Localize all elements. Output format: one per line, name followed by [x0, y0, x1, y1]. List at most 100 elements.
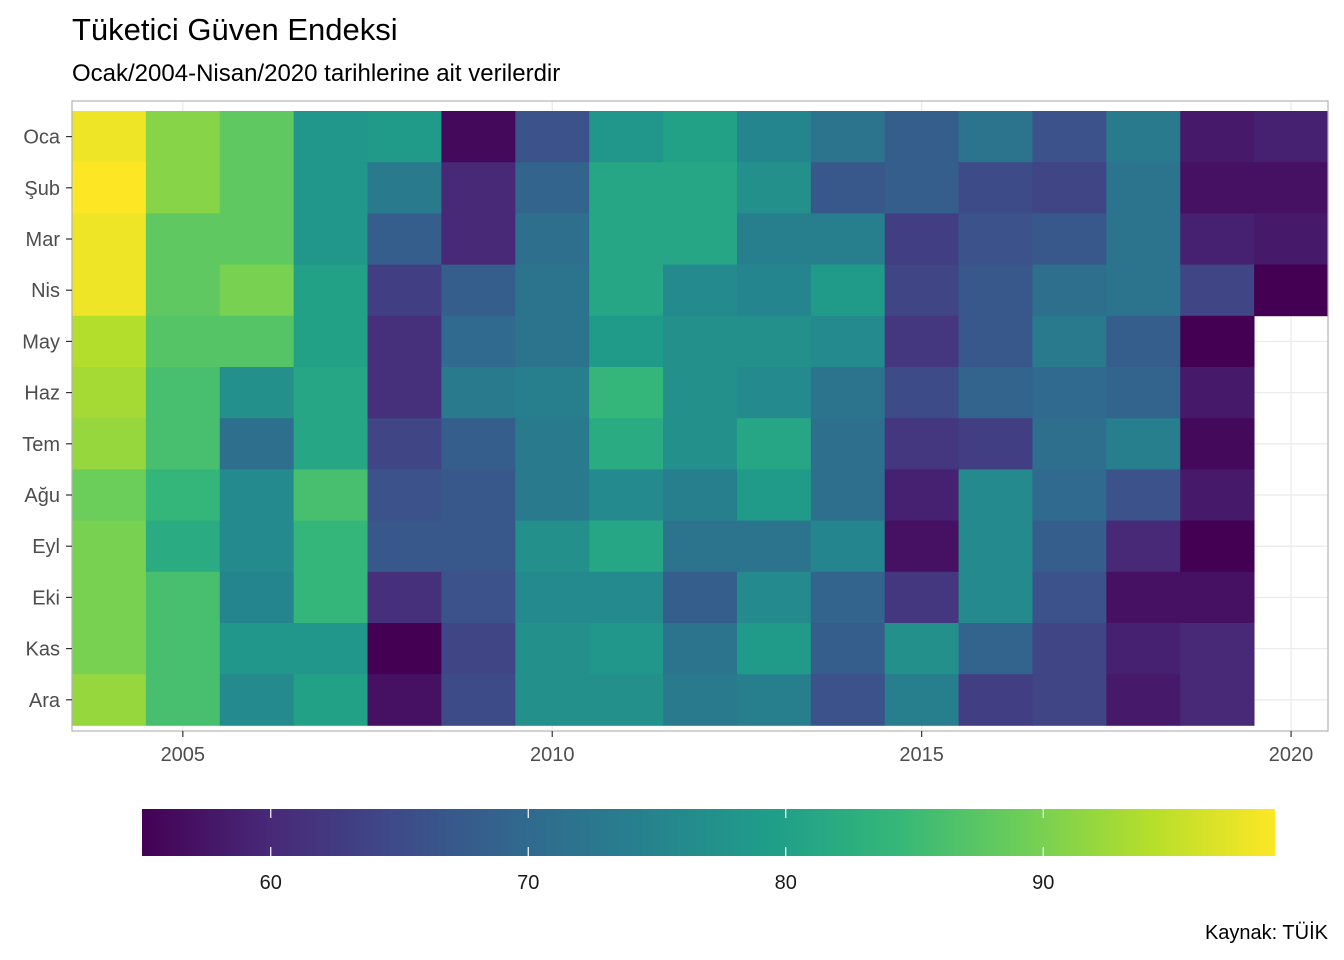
heatmap-cell	[441, 315, 516, 368]
heatmap-cell	[589, 213, 664, 265]
heatmap-cell	[1032, 162, 1107, 214]
heatmap-cell	[71, 162, 147, 214]
heatmap-cell	[219, 469, 295, 521]
heatmap-cell	[367, 111, 442, 163]
heatmap-cell	[736, 571, 812, 624]
colorbar-tick-label: 80	[775, 872, 797, 894]
heatmap-cell	[1106, 418, 1181, 470]
heatmap-cell	[884, 520, 959, 573]
heatmap-cell	[589, 674, 664, 726]
heatmap-cell	[958, 367, 1033, 419]
heatmap-cell	[293, 162, 368, 214]
heatmap-cell	[219, 213, 295, 265]
heatmap-cell	[1032, 418, 1107, 470]
heatmap-cell	[958, 418, 1033, 470]
heatmap-cell	[1180, 469, 1255, 521]
heatmap-cell	[1180, 571, 1255, 624]
heatmap-cell	[293, 571, 368, 624]
heatmap-cell	[589, 418, 664, 470]
heatmap-cell	[71, 674, 147, 726]
heatmap-cell	[219, 571, 295, 624]
heatmap-cell	[810, 623, 886, 675]
y-tick-label: Ağu	[24, 485, 60, 507]
heatmap-cell	[1180, 674, 1255, 726]
heatmap-cell	[810, 520, 886, 573]
heatmap-cell	[1106, 213, 1181, 265]
heatmap-cell	[441, 469, 516, 521]
heatmap-cell	[810, 418, 886, 470]
heatmap-cell	[736, 520, 812, 573]
heatmap-cell	[589, 264, 664, 317]
heatmap-cell	[145, 418, 221, 470]
heatmap-cell	[958, 520, 1033, 573]
heatmap-cell	[293, 367, 368, 419]
heatmap-cell	[367, 264, 442, 317]
axes: Oca Şub Mar Nis May Haz Tem Ağu Eyl Eki Kas Ara 2005…	[22, 127, 1313, 766]
heatmap-cell	[367, 162, 442, 214]
heatmap-cell	[293, 111, 368, 163]
heatmap-cell	[145, 213, 221, 265]
heatmap-cell	[293, 674, 368, 726]
heatmap-cell	[145, 520, 221, 573]
heatmap-cell	[1254, 111, 1329, 163]
heatmap-cell	[293, 315, 368, 368]
heatmap-cell	[1032, 111, 1107, 163]
heatmap-cell	[589, 162, 664, 214]
heatmap-cell	[884, 469, 959, 521]
heatmap-cell	[71, 623, 147, 675]
colorbar-tick-label: 60	[260, 872, 282, 894]
heatmap-cell	[1106, 162, 1181, 214]
heatmap-cell	[441, 162, 516, 214]
heatmap-cell	[1032, 520, 1107, 573]
heatmap-cell	[1106, 367, 1181, 419]
y-tick-label: Şub	[24, 178, 60, 200]
heatmap-cell	[958, 469, 1033, 521]
heatmap-cell	[663, 367, 738, 419]
heatmap-cell	[71, 469, 147, 521]
heatmap-cell	[441, 367, 516, 419]
heatmap-cell	[589, 520, 664, 573]
heatmap-cell	[663, 674, 738, 726]
heatmap-cell	[884, 315, 959, 368]
heatmap-cell	[71, 264, 147, 317]
heatmap-cell	[441, 111, 516, 163]
y-tick-label: Nis	[31, 280, 60, 302]
heatmap-cell	[884, 111, 959, 163]
heatmap-cell	[515, 162, 590, 214]
heatmap-cell	[736, 264, 812, 317]
heatmap-cell	[515, 315, 590, 368]
heatmap-cell	[1032, 674, 1107, 726]
heatmap-cell	[958, 571, 1033, 624]
heatmap-cell	[219, 162, 295, 214]
heatmap-cell	[219, 367, 295, 419]
heatmap-cell	[736, 367, 812, 419]
x-tick-label: 2015	[899, 744, 944, 766]
heatmap-cell	[663, 111, 738, 163]
heatmap-cell	[145, 674, 221, 726]
heatmap-cell	[958, 264, 1033, 317]
heatmap-cell	[589, 315, 664, 368]
heatmap-cell	[1106, 674, 1181, 726]
heatmap-cell	[367, 674, 442, 726]
heatmap-cell	[145, 571, 221, 624]
heatmap-cell	[145, 162, 221, 214]
heatmap-cell	[367, 367, 442, 419]
y-tick-label: Tem	[22, 434, 60, 456]
y-tick-label: Oca	[23, 127, 61, 149]
heatmap-cell	[219, 315, 295, 368]
heatmap-cell	[589, 111, 664, 163]
heatmap-cell	[515, 213, 590, 265]
heatmap-cell	[1180, 520, 1255, 573]
heatmap-cell	[219, 111, 295, 163]
heatmap-cell	[515, 367, 590, 419]
colorbar	[142, 809, 1275, 856]
x-tick-label: 2005	[161, 744, 206, 766]
heatmap-cell	[145, 111, 221, 163]
colorbar-tick-label: 90	[1032, 872, 1054, 894]
heatmap-cell	[736, 111, 812, 163]
heatmap-cell	[1032, 469, 1107, 521]
heatmap-cell	[884, 623, 959, 675]
heatmap-cell	[589, 367, 664, 419]
y-tick-label: Mar	[26, 229, 61, 251]
